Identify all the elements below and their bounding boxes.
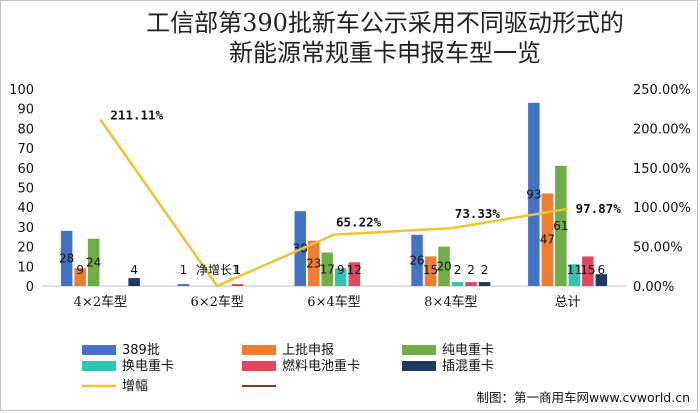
growth-data-label: 211.11% bbox=[110, 108, 163, 123]
bar bbox=[74, 268, 86, 286]
y-axis-right: 0.00% 50.00% 100.00% 150.00% 200.00% 250.00% bbox=[633, 83, 691, 295]
bar-data-label: 4 bbox=[130, 263, 138, 277]
legend-label: 上批申报 bbox=[282, 343, 334, 358]
legend-swatch bbox=[242, 345, 276, 355]
y-tick-right: 250.00% bbox=[633, 83, 691, 98]
bar bbox=[231, 284, 244, 286]
bar bbox=[582, 256, 594, 286]
y-tick-right: 0.00% bbox=[633, 280, 674, 295]
y-axis-left: 0 10 20 30 40 50 60 70 80 90 100 bbox=[9, 83, 34, 295]
bar-data-label: 15 bbox=[423, 263, 438, 277]
y-tick-left: 50 bbox=[17, 182, 34, 197]
legend-swatch bbox=[82, 345, 116, 355]
y-tick-left: 70 bbox=[17, 142, 34, 157]
y-tick-left: 20 bbox=[17, 241, 34, 256]
bar-data-label: 2 bbox=[454, 263, 462, 277]
y-tick-left: 40 bbox=[17, 201, 34, 216]
growth-line-series: 211.11% 65.22% 73.33% 97.87% bbox=[99, 108, 622, 288]
y-tick-left: 60 bbox=[17, 162, 34, 177]
bar bbox=[568, 264, 581, 286]
bar-data-label: 61 bbox=[553, 219, 568, 233]
bar bbox=[438, 246, 450, 286]
bar-data-label: 47 bbox=[540, 233, 555, 247]
bar-data-label: 17 bbox=[320, 262, 335, 276]
bar-data-label: 1 bbox=[180, 263, 188, 277]
y-tick-right: 200.00% bbox=[633, 122, 691, 137]
bar bbox=[424, 256, 437, 286]
legend-swatch bbox=[402, 361, 436, 371]
y-tick-left: 0 bbox=[26, 280, 34, 295]
bar-data-label: 1 bbox=[234, 263, 242, 277]
annotation-net-growth: 净增长1 bbox=[196, 263, 240, 277]
bar-data-label: 9 bbox=[337, 263, 345, 277]
legend-swatch bbox=[242, 361, 276, 371]
bar-data-label: 28 bbox=[59, 251, 74, 265]
bar-data-label: 24 bbox=[86, 255, 101, 269]
bar bbox=[335, 268, 347, 286]
bar-data-label: 26 bbox=[409, 253, 424, 267]
legend-label: 换电重卡 bbox=[122, 358, 174, 374]
bar bbox=[321, 252, 333, 286]
bar bbox=[128, 278, 140, 286]
bar-data-label: 2 bbox=[467, 263, 475, 277]
growth-data-label: 73.33% bbox=[455, 206, 501, 221]
y-tick-left: 10 bbox=[17, 260, 34, 275]
category-label: 4×2车型 bbox=[74, 294, 127, 310]
y-tick-left: 80 bbox=[17, 122, 34, 137]
legend-label: 燃料电池重卡 bbox=[282, 358, 360, 374]
legend-label: 389批 bbox=[122, 343, 160, 358]
bar bbox=[411, 234, 423, 286]
bar-data-label: 23 bbox=[306, 256, 321, 270]
bar bbox=[308, 240, 320, 286]
y-tick-left: 30 bbox=[17, 221, 34, 236]
y-tick-right: 50.00% bbox=[633, 241, 683, 256]
legend-swatch bbox=[402, 345, 436, 355]
bar bbox=[465, 282, 477, 286]
legend-swatch bbox=[82, 361, 116, 371]
bar bbox=[478, 282, 491, 286]
bar-data-label: 9 bbox=[76, 263, 84, 277]
bar-data-label: 93 bbox=[526, 187, 541, 201]
bar-series bbox=[60, 102, 608, 286]
y-tick-right: 100.00% bbox=[633, 201, 691, 216]
bar bbox=[177, 284, 190, 286]
bar bbox=[555, 165, 567, 286]
bar-data-label: 6 bbox=[598, 263, 606, 277]
bar-data-label: 20 bbox=[436, 259, 451, 273]
y-tick-left: 100 bbox=[9, 83, 34, 98]
growth-data-label: 65.22% bbox=[336, 215, 382, 230]
x-axis-categories: 4×2车型 6×2车型 6×4车型 8×4车型 总计 bbox=[74, 294, 581, 310]
bar bbox=[87, 238, 100, 286]
bar bbox=[541, 193, 554, 286]
source-note: 制图：第一商用车网www.cvworld.cn bbox=[477, 390, 690, 405]
legend-label: 纯电重卡 bbox=[442, 342, 494, 358]
category-label: 6×4车型 bbox=[307, 294, 360, 310]
legend-label-line: 增幅 bbox=[122, 379, 148, 394]
y-tick-left: 90 bbox=[17, 103, 34, 118]
category-label: 总计 bbox=[555, 295, 581, 310]
chart-title-line2: 新能源常规重卡申报车型一览 bbox=[229, 39, 541, 67]
bar bbox=[595, 274, 608, 286]
chart-title-line1: 工信部第390批新车公示采用不同驱动形式的 bbox=[146, 9, 624, 37]
bar bbox=[528, 102, 540, 286]
y-tick-right: 150.00% bbox=[633, 162, 691, 177]
legend-label: 插混重卡 bbox=[442, 358, 494, 374]
bar bbox=[348, 262, 360, 286]
growth-data-label: 97.87% bbox=[576, 201, 622, 216]
category-label: 8×4车型 bbox=[424, 294, 477, 310]
bar-data-label: 2 bbox=[481, 263, 489, 277]
bar-data-label: 11 bbox=[567, 263, 582, 277]
growth-line bbox=[99, 118, 568, 288]
category-label: 6×2车型 bbox=[190, 294, 243, 310]
bar bbox=[451, 282, 464, 286]
bar-data-label: 12 bbox=[347, 263, 362, 277]
bar bbox=[60, 230, 73, 286]
bar-data-label: 15 bbox=[580, 263, 595, 277]
